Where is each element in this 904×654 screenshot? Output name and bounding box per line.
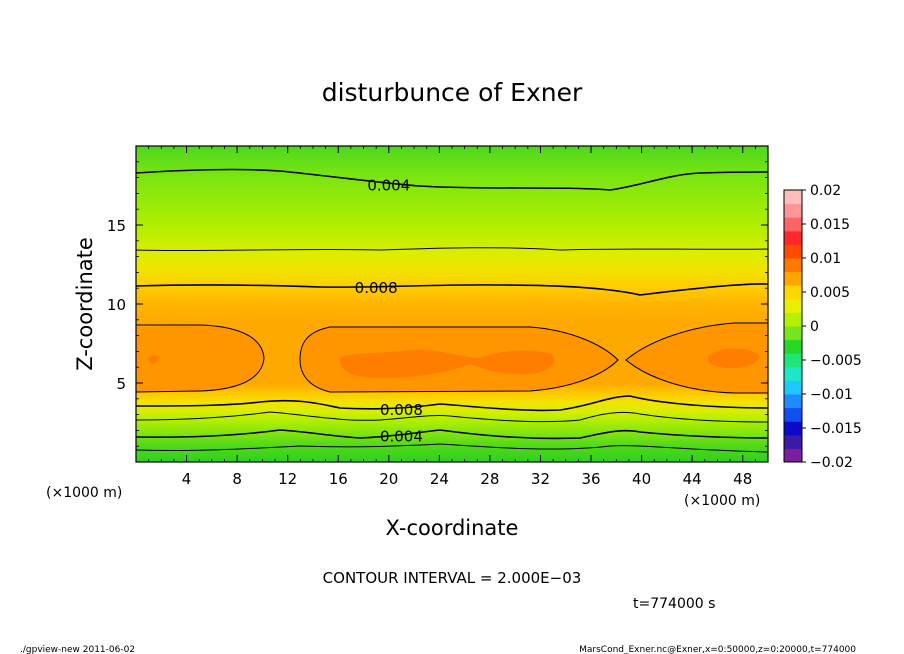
y-axis: 5 10 15 — [107, 145, 768, 463]
contour-0.006-lower — [136, 411, 768, 423]
chart-title: disturbunce of Exner — [322, 78, 583, 107]
colorbar-segment — [784, 203, 802, 218]
field-background — [136, 146, 768, 462]
x-tick-label: 28 — [480, 470, 499, 488]
colorbar-tick-label: −0.02 — [810, 455, 853, 471]
y-axis-label: Z-coordinate — [73, 237, 97, 371]
contour-0.002-lower — [136, 443, 768, 453]
x-axis: 4 8 12 16 20 24 28 32 36 40 44 48 — [135, 146, 769, 488]
colorbar-segment — [784, 366, 802, 381]
colorbar: 0.02 0.015 0.01 0.005 0 −0.005 −0.01 −0.015 −0.0… — [783, 183, 862, 471]
colorbar-segment — [784, 394, 802, 409]
x-tick-label: 16 — [329, 470, 348, 488]
contour-interval: CONTOUR INTERVAL = 2.000E−03 — [323, 569, 582, 587]
contour-label: 0.004 — [380, 428, 423, 446]
contour-labels: 0.004 0.008 0.008 0.004 — [355, 177, 423, 446]
colorbar-tick-label: 0.01 — [810, 251, 841, 267]
colorbar-segment — [784, 326, 802, 341]
contour-0.01-left — [136, 324, 265, 393]
x-tick-label: 20 — [379, 470, 398, 488]
bubble-right — [626, 323, 768, 393]
footer-right: MarsCond_Exner.nc@Exner,x=0:50000,z=0:20… — [579, 645, 856, 654]
colorbar-segment — [784, 271, 802, 286]
y-tick-label: 10 — [107, 296, 126, 314]
x-unit-left: (×1000 m) — [46, 485, 122, 501]
colorbar-segment — [784, 380, 802, 395]
colorbar-segment — [784, 448, 802, 463]
colorbar-segment — [784, 258, 802, 273]
x-tick-label: 4 — [182, 470, 192, 488]
bubble-left — [136, 325, 264, 392]
colorbar-tick-label: 0.005 — [810, 285, 850, 301]
contour-label: 0.004 — [367, 177, 410, 195]
x-unit-right: (×1000 m) — [684, 493, 760, 509]
colorbar-segment — [784, 353, 802, 368]
colorbar-tick-label: 0 — [810, 319, 819, 335]
x-tick-label: 40 — [632, 470, 651, 488]
colorbar-segment — [784, 217, 802, 232]
x-tick-label: 48 — [733, 470, 752, 488]
colorbar-segment — [784, 244, 802, 259]
contour-0.01-center — [299, 326, 619, 393]
core-right — [708, 348, 760, 369]
colorbar-segment — [784, 285, 802, 300]
time-label: t=774000 s — [633, 596, 715, 612]
colorbar-segment — [784, 298, 802, 313]
x-tick-label: 24 — [430, 470, 449, 488]
contour-0.004-lower — [136, 429, 768, 440]
contour-0.006-upper — [136, 247, 768, 252]
y-tick-label: 15 — [107, 217, 126, 235]
contour-0.008-upper — [136, 283, 768, 296]
x-tick-label: 32 — [531, 470, 550, 488]
colorbar-tick-label: −0.01 — [810, 387, 853, 403]
colorbar-segment — [784, 312, 802, 327]
colorbar-tick-label: −0.005 — [810, 353, 862, 369]
colorbar-tick-label: 0.02 — [810, 183, 841, 199]
contour-label: 0.008 — [380, 401, 423, 419]
footer-left: ./gpview-new 2011-06-02 — [20, 645, 135, 654]
colorbar-segment — [784, 230, 802, 245]
contour-0.004-upper — [136, 168, 768, 191]
colorbar-tick-label: −0.015 — [810, 421, 862, 437]
y-tick-label: 5 — [116, 375, 126, 393]
x-tick-label: 36 — [581, 470, 600, 488]
core-left — [148, 355, 160, 364]
x-tick-label: 8 — [232, 470, 242, 488]
colorbar-segment — [784, 421, 802, 436]
colorbar-tick-label: 0.015 — [810, 217, 850, 233]
x-axis-label: X-coordinate — [386, 516, 519, 540]
contour-0.01-right — [625, 322, 768, 394]
contour-lines — [136, 168, 768, 453]
contour-label: 0.008 — [355, 279, 398, 297]
plot-area — [136, 146, 768, 462]
x-tick-label: 12 — [278, 470, 297, 488]
colorbar-segment — [784, 434, 802, 449]
colorbar-segment — [784, 190, 802, 205]
x-tick-label: 44 — [683, 470, 702, 488]
colorbar-segment — [784, 339, 802, 354]
colorbar-segment — [784, 407, 802, 422]
core-center — [339, 349, 555, 378]
contour-0.008-lower — [136, 395, 768, 412]
